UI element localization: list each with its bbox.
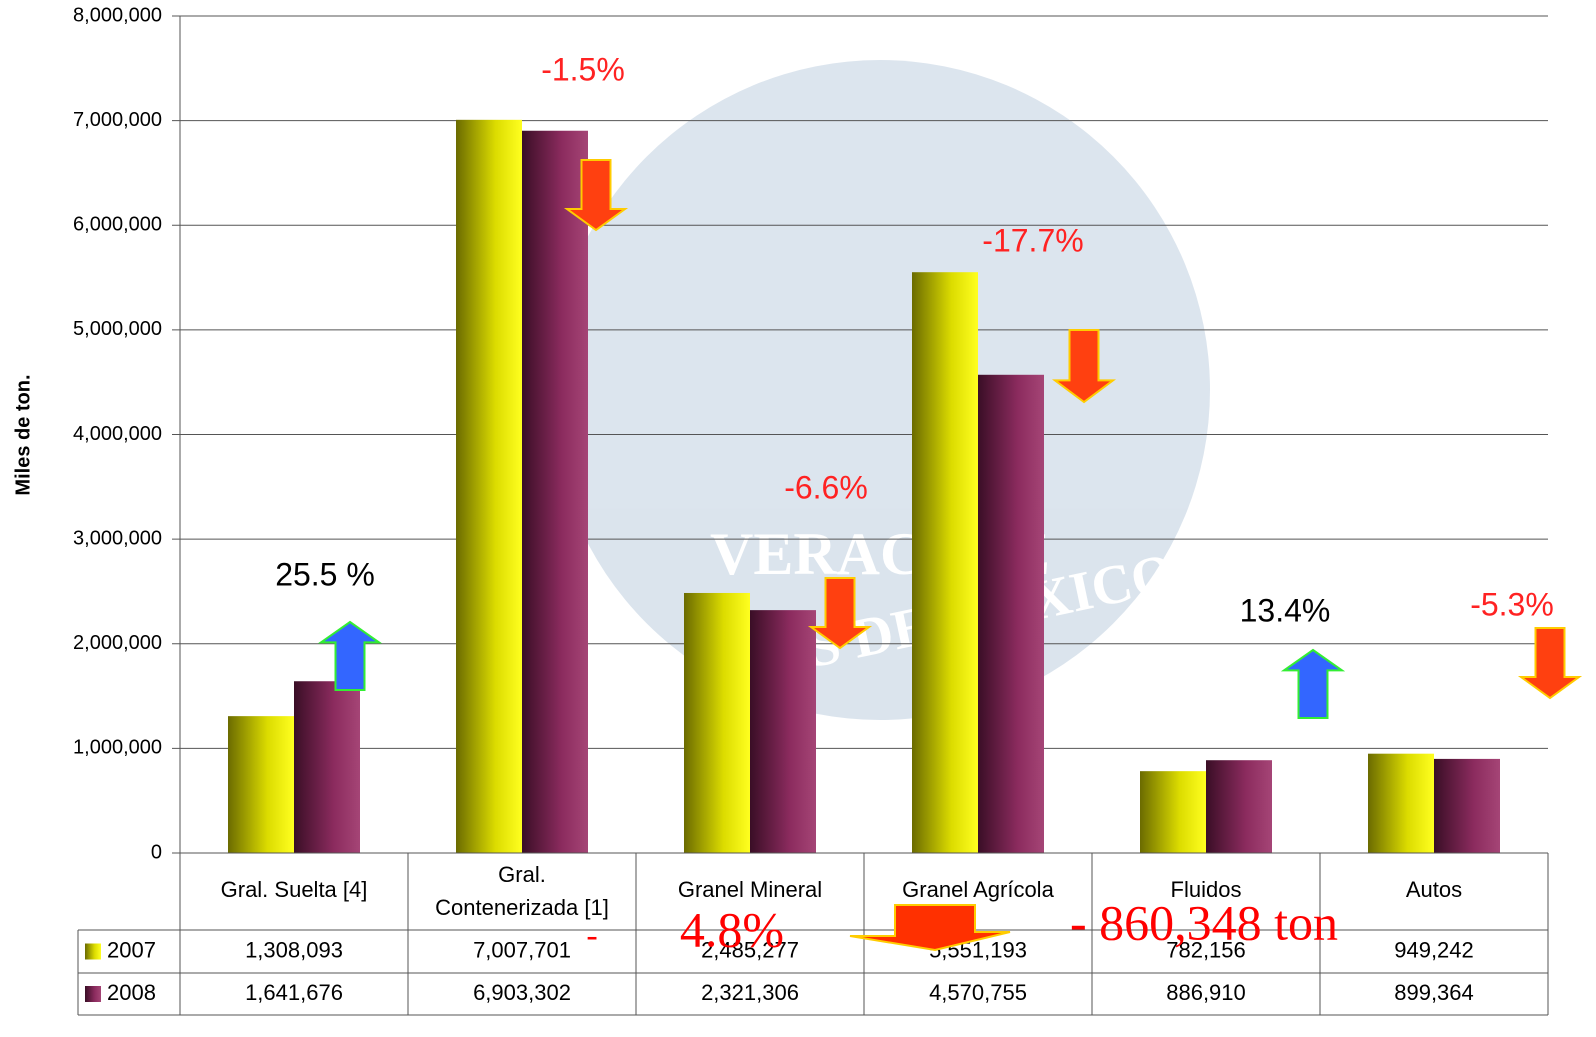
y-tick-label: 8,000,000 [73,4,162,26]
bar [684,592,750,853]
table-value: 782,156 [1166,937,1246,962]
total-annotation: - 860,348 ton [1070,894,1338,950]
x-tick-label: Autos [1406,877,1462,902]
bar [978,374,1044,853]
bar [294,681,360,853]
bar [912,272,978,853]
table-value: 2,485,277 [701,937,799,962]
y-tick-label: 7,000,000 [73,109,162,131]
arrow [849,904,1011,952]
x-tick-label: Gral. Contenerizada [1] [435,862,609,920]
annotation: -17.7% [982,222,1083,258]
x-tick-label: Gral. Suelta [4] [221,877,368,902]
x-tick-label: Granel Mineral [678,877,822,902]
arrow [1051,329,1117,404]
bar [1206,760,1272,853]
table-value: 899,364 [1394,980,1474,1005]
legend-label: 2007 [107,937,156,962]
legend-label: 2008 [107,980,156,1005]
legend-swatch [85,986,101,1002]
table-value: 4,570,755 [929,980,1027,1005]
table-value: 6,903,302 [473,980,571,1005]
x-tick-label: Granel Agrícola [902,877,1054,902]
total-annotation: - [586,917,597,954]
annotation: -5.3% [1470,586,1554,622]
annotation: 13.4% [1240,592,1331,628]
x-tick-label: Fluidos [1171,877,1242,902]
arrow [1517,627,1583,700]
y-tick-label: 6,000,000 [73,214,162,236]
annotation: 25.5 % [275,556,375,592]
y-tick-label: 0 [151,841,162,863]
total-annotation: 4.8% [680,901,784,957]
table-value: 2,321,306 [701,980,799,1005]
bar [1140,771,1206,853]
bar [1368,753,1434,853]
bar [1434,758,1500,853]
table-value: 1,641,676 [245,980,343,1005]
y-tick-label: 3,000,000 [73,527,162,549]
arrow [317,620,383,691]
table-value: 1,308,093 [245,937,343,962]
annotation: -1.5% [541,51,625,87]
y-tick-label: 4,000,000 [73,423,162,445]
annotation: -6.6% [784,469,868,505]
table-value: 949,242 [1394,937,1474,962]
bar [750,610,816,853]
y-axis-label: Miles de ton. [12,374,34,495]
legend-swatch [85,943,101,960]
arrow [563,159,629,232]
table-value: 886,910 [1166,980,1246,1005]
y-tick-label: 2,000,000 [73,632,162,654]
table-value: 7,007,701 [473,937,571,962]
arrow [1280,648,1346,719]
y-tick-label: 1,000,000 [73,737,162,759]
bar [522,130,588,853]
bar [456,119,522,854]
bar [228,716,294,853]
arrow [807,577,873,650]
y-tick-label: 5,000,000 [73,318,162,340]
